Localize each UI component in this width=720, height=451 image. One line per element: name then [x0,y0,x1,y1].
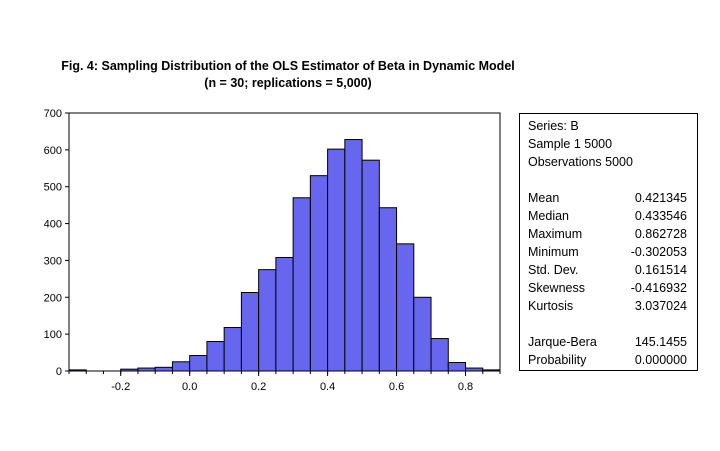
y-tick-label: 0 [56,366,62,378]
stat-value: -0.302053 [630,245,687,259]
y-tick-label: 700 [44,108,62,120]
y-tick-label: 400 [44,219,62,231]
y-tick-label: 300 [44,255,62,267]
histogram-bar [206,341,225,372]
x-tick-label: 0.0 [182,381,197,393]
histogram-bar [240,291,260,372]
histogram-bar [154,366,173,372]
histogram-bar [275,256,294,372]
histogram-bar [413,296,432,372]
plot-frame [68,112,501,372]
stats-series: Series: B [528,119,579,133]
x-tick-label: 0.4 [320,381,335,393]
stat-label: Median [528,209,569,223]
stat-value: 0.161514 [634,263,687,277]
histogram-bar [344,139,363,372]
stat-label: Skewness [528,281,585,295]
histogram-bar [378,207,398,372]
x-tick-label: 0.8 [458,381,473,393]
stat-label: Jarque-Bera [528,335,597,349]
histogram-bar [258,269,277,372]
histogram-bar [189,355,208,372]
stat-value: -0.416932 [630,281,687,295]
stat-value: 0.000000 [634,353,687,367]
stats-observations: Observations 5000 [528,155,633,169]
chart-title: Fig. 4: Sampling Distribution of the OLS… [61,59,515,73]
stat-value: 0.421345 [634,191,687,205]
stat-label: Kurtosis [528,299,574,313]
stat-label: Probability [528,353,587,367]
histogram-bar [292,197,311,372]
histogram-bar [309,175,329,372]
histogram-bar [171,361,191,372]
histogram-bar [396,243,415,372]
statistics-panel: Series: B Sample 1 5000 Observations 500… [519,113,698,371]
y-tick-label: 100 [44,329,62,341]
stat-value: 0.433546 [634,209,687,223]
histogram-bar [447,362,467,372]
stat-label: Minimum [528,245,579,259]
stat-label: Mean [528,191,560,205]
histogram-bar [327,148,346,372]
stat-value: 3.037024 [634,299,687,313]
x-tick-label: 0.6 [389,381,404,393]
stat-label: Maximum [528,227,583,241]
x-tick-label: 0.2 [251,381,266,393]
y-tick-label: 600 [44,145,62,157]
y-tick-label: 200 [44,292,62,304]
histogram-bar [361,159,380,372]
stat-label: Std. Dev. [528,263,579,277]
histogram-bar [223,327,242,372]
y-tick-label: 500 [44,182,62,194]
x-tick-label: -0.2 [111,381,130,393]
stat-value: 0.862728 [634,227,687,241]
stat-value: 145.1455 [634,335,687,349]
chart-subtitle: (n = 30; replications = 5,000) [204,76,372,90]
histogram-bar [430,338,449,372]
stats-sample: Sample 1 5000 [528,137,613,151]
